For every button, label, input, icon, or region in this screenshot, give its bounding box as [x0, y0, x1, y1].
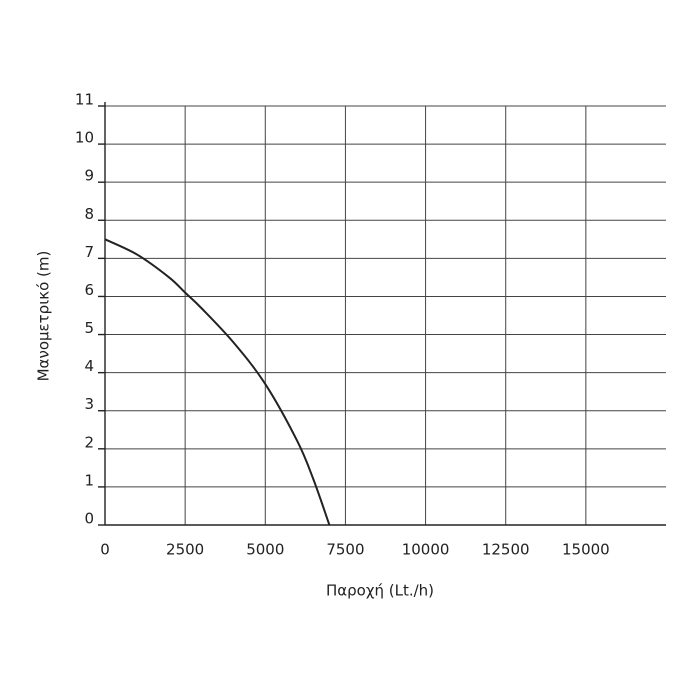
y-tick-label: 5: [84, 319, 94, 337]
x-tick-label: 5000: [246, 541, 284, 559]
y-tick-label: 11: [75, 91, 94, 109]
curve: [104, 238, 331, 526]
x-tick-label: 2500: [166, 541, 204, 559]
y-tick-label: 10: [75, 129, 94, 147]
y-tick-label: 1: [84, 471, 94, 489]
x-tick-label: 10000: [402, 541, 450, 559]
y-tick-label: 0: [84, 510, 94, 528]
x-tick-label: 0: [100, 541, 110, 559]
y-tick-label: 4: [84, 357, 94, 375]
y-axis-label: Μανομετρικό (m): [35, 251, 53, 382]
y-tick-label: 7: [84, 243, 94, 261]
y-tick-label: 3: [84, 395, 94, 413]
x-tick-label: 15000: [562, 541, 610, 559]
y-tick-label: 9: [84, 167, 94, 185]
x-axis-label: Παροχή (Lt./h): [326, 582, 434, 600]
y-tick-label: 8: [84, 205, 94, 223]
y-tick-label: 2: [84, 433, 94, 451]
x-tick-label: 7500: [326, 541, 364, 559]
y-tick-label: 6: [84, 281, 94, 299]
x-tick-label: 12500: [482, 541, 530, 559]
